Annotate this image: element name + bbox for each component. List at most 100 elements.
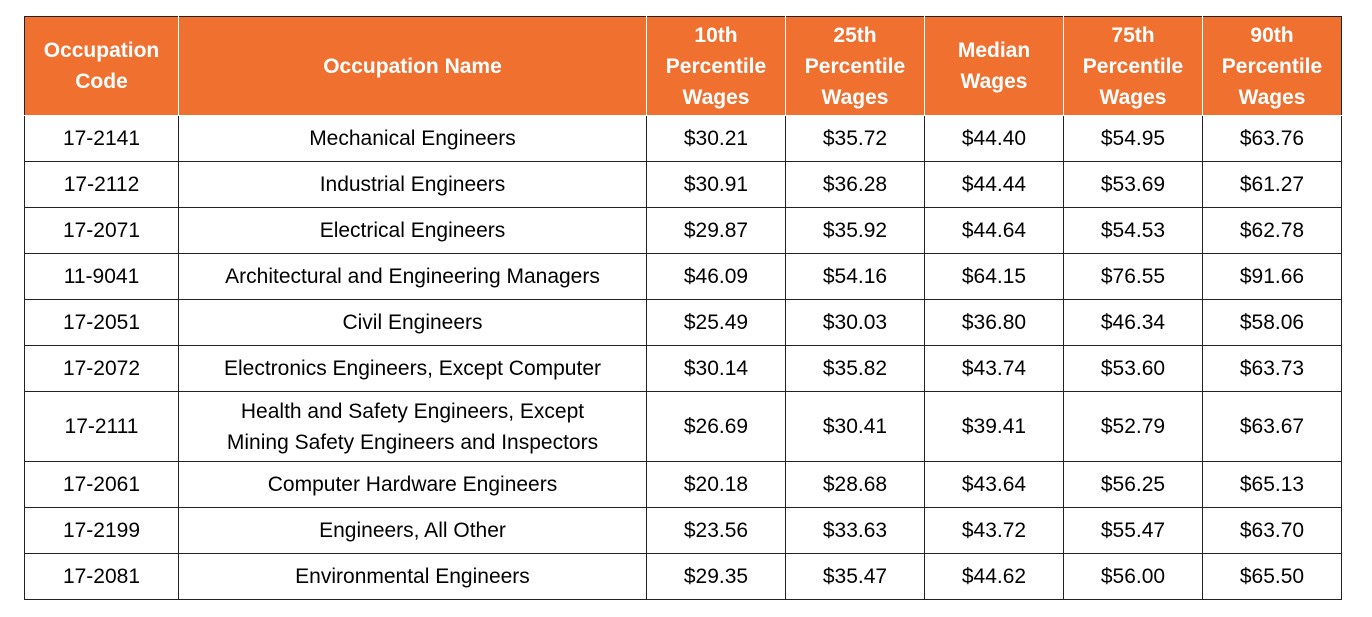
cell-median: $44.40 bbox=[924, 115, 1064, 162]
header-line: Wages bbox=[960, 70, 1028, 93]
table-row: 17-2072 Electronics Engineers, Except Com… bbox=[24, 345, 1342, 392]
cell-90th-percentile: $63.76 bbox=[1202, 115, 1342, 162]
cell-occupation-name: Industrial Engineers bbox=[178, 161, 647, 208]
header-line: Percentile bbox=[804, 54, 906, 78]
occupation-name-line: Mechanical Engineers bbox=[309, 127, 516, 150]
cell-25th-percentile: $35.82 bbox=[785, 345, 925, 392]
cell-occupation-code: 11-9041 bbox=[24, 253, 179, 300]
cell-10th-percentile: $29.35 bbox=[646, 553, 786, 600]
cell-occupation-code: 17-2072 bbox=[24, 345, 179, 392]
cell-90th-percentile: $65.50 bbox=[1202, 553, 1342, 600]
cell-10th-percentile: $30.91 bbox=[646, 161, 786, 208]
table-body: 17-2141 Mechanical Engineers $30.21 $35.72 $… bbox=[24, 115, 1342, 600]
occupation-name-line: Engineers, All Other bbox=[319, 519, 506, 542]
occupation-name-line: Health and Safety Engineers, Except bbox=[240, 399, 585, 423]
cell-90th-percentile: $65.13 bbox=[1202, 461, 1342, 508]
header-line: Wages bbox=[682, 85, 750, 109]
cell-median: $39.41 bbox=[924, 391, 1064, 462]
cell-10th-percentile: $23.56 bbox=[646, 507, 786, 554]
header-line: Median bbox=[957, 39, 1031, 62]
cell-10th-percentile: $46.09 bbox=[646, 253, 786, 300]
cell-occupation-name: Engineers, All Other bbox=[178, 507, 647, 554]
cell-median: $43.72 bbox=[924, 507, 1064, 554]
header-line: Occupation Name bbox=[323, 54, 502, 78]
cell-75th-percentile: $76.55 bbox=[1063, 253, 1203, 300]
header-line: Occupation bbox=[43, 39, 160, 62]
header-line: Percentile bbox=[1082, 54, 1184, 78]
cell-median: $44.44 bbox=[924, 161, 1064, 208]
table-row: 17-2199 Engineers, All Other $23.56 $33.63 $… bbox=[24, 507, 1342, 554]
cell-75th-percentile: $56.25 bbox=[1063, 461, 1203, 508]
table-row: 17-2111 Health and Safety Engineers, Exce… bbox=[24, 391, 1342, 462]
cell-75th-percentile: $53.60 bbox=[1063, 345, 1203, 392]
table-row: 17-2112 Industrial Engineers $30.91 $36.28 $… bbox=[24, 161, 1342, 208]
cell-75th-percentile: $46.34 bbox=[1063, 299, 1203, 346]
occupation-name-line: Computer Hardware Engineers bbox=[267, 473, 558, 496]
cell-occupation-code: 17-2111 bbox=[24, 391, 179, 462]
header-75th-percentile: 75th Percentile Wages bbox=[1063, 16, 1203, 116]
cell-90th-percentile: $63.73 bbox=[1202, 345, 1342, 392]
occupation-name-line: Electrical Engineers bbox=[319, 219, 506, 242]
cell-10th-percentile: $30.14 bbox=[646, 345, 786, 392]
cell-75th-percentile: $56.00 bbox=[1063, 553, 1203, 600]
cell-median: $44.62 bbox=[924, 553, 1064, 600]
cell-10th-percentile: $25.49 bbox=[646, 299, 786, 346]
cell-median: $36.80 bbox=[924, 299, 1064, 346]
cell-90th-percentile: $63.70 bbox=[1202, 507, 1342, 554]
wage-table-container: Occupation Code Occupation Name 10th Percent… bbox=[24, 16, 1342, 600]
header-line: Percentile bbox=[1221, 54, 1323, 78]
cell-occupation-name: Computer Hardware Engineers bbox=[178, 461, 647, 508]
table-header: Occupation Code Occupation Name 10th Percent… bbox=[24, 16, 1342, 116]
cell-75th-percentile: $52.79 bbox=[1063, 391, 1203, 462]
cell-25th-percentile: $30.03 bbox=[785, 299, 925, 346]
cell-90th-percentile: $63.67 bbox=[1202, 391, 1342, 462]
cell-occupation-name: Health and Safety Engineers, Except Minin… bbox=[178, 391, 647, 462]
cell-75th-percentile: $53.69 bbox=[1063, 161, 1203, 208]
cell-occupation-name: Architectural and Engineering Managers bbox=[178, 253, 647, 300]
table-row: 17-2061 Computer Hardware Engineers $20.18… bbox=[24, 461, 1342, 508]
cell-occupation-code: 17-2081 bbox=[24, 553, 179, 600]
header-90th-percentile: 90th Percentile Wages bbox=[1202, 16, 1342, 116]
header-line: Percentile bbox=[665, 54, 767, 78]
cell-occupation-name: Electrical Engineers bbox=[178, 207, 647, 254]
cell-occupation-code: 17-2112 bbox=[24, 161, 179, 208]
cell-median: $44.64 bbox=[924, 207, 1064, 254]
cell-occupation-name: Electronics Engineers, Except Computer bbox=[178, 345, 647, 392]
cell-25th-percentile: $35.47 bbox=[785, 553, 925, 600]
header-occupation-code: Occupation Code bbox=[24, 16, 179, 116]
cell-10th-percentile: $30.21 bbox=[646, 115, 786, 162]
cell-25th-percentile: $35.92 bbox=[785, 207, 925, 254]
cell-90th-percentile: $58.06 bbox=[1202, 299, 1342, 346]
cell-25th-percentile: $33.63 bbox=[785, 507, 925, 554]
cell-90th-percentile: $61.27 bbox=[1202, 161, 1342, 208]
cell-occupation-code: 17-2061 bbox=[24, 461, 179, 508]
occupation-name-line: Civil Engineers bbox=[342, 311, 483, 334]
header-occupation-name: Occupation Name bbox=[178, 16, 647, 116]
cell-median: $43.74 bbox=[924, 345, 1064, 392]
occupation-name-line: Electronics Engineers, Except Computer bbox=[223, 357, 601, 380]
cell-median: $64.15 bbox=[924, 253, 1064, 300]
occupation-name-line: Architectural and Engineering Managers bbox=[225, 265, 600, 288]
header-25th-percentile: 25th Percentile Wages bbox=[785, 16, 925, 116]
header-line: Wages bbox=[1099, 85, 1167, 109]
header-line: 25th bbox=[833, 23, 877, 47]
header-median: Median Wages bbox=[924, 16, 1064, 116]
table-row: 11-9041 Architectural and Engineering Man… bbox=[24, 253, 1342, 300]
cell-75th-percentile: $54.95 bbox=[1063, 115, 1203, 162]
header-row: Occupation Code Occupation Name 10th Percent… bbox=[24, 16, 1342, 116]
header-line: 10th bbox=[694, 23, 738, 47]
cell-90th-percentile: $91.66 bbox=[1202, 253, 1342, 300]
header-line: 75th bbox=[1111, 23, 1155, 47]
cell-10th-percentile: $26.69 bbox=[646, 391, 786, 462]
cell-occupation-code: 17-2141 bbox=[24, 115, 179, 162]
cell-25th-percentile: $36.28 bbox=[785, 161, 925, 208]
wage-table: Occupation Code Occupation Name 10th Percent… bbox=[24, 16, 1342, 600]
occupation-name-line: Industrial Engineers bbox=[319, 173, 506, 196]
header-line: 90th bbox=[1250, 23, 1294, 47]
cell-25th-percentile: $35.72 bbox=[785, 115, 925, 162]
table-row: 17-2141 Mechanical Engineers $30.21 $35.72 $… bbox=[24, 115, 1342, 162]
header-line: Wages bbox=[821, 85, 889, 109]
cell-75th-percentile: $54.53 bbox=[1063, 207, 1203, 254]
table-row: 17-2051 Civil Engineers $25.49 $30.03 $36.80… bbox=[24, 299, 1342, 346]
table-row: 17-2071 Electrical Engineers $29.87 $35.92 $… bbox=[24, 207, 1342, 254]
